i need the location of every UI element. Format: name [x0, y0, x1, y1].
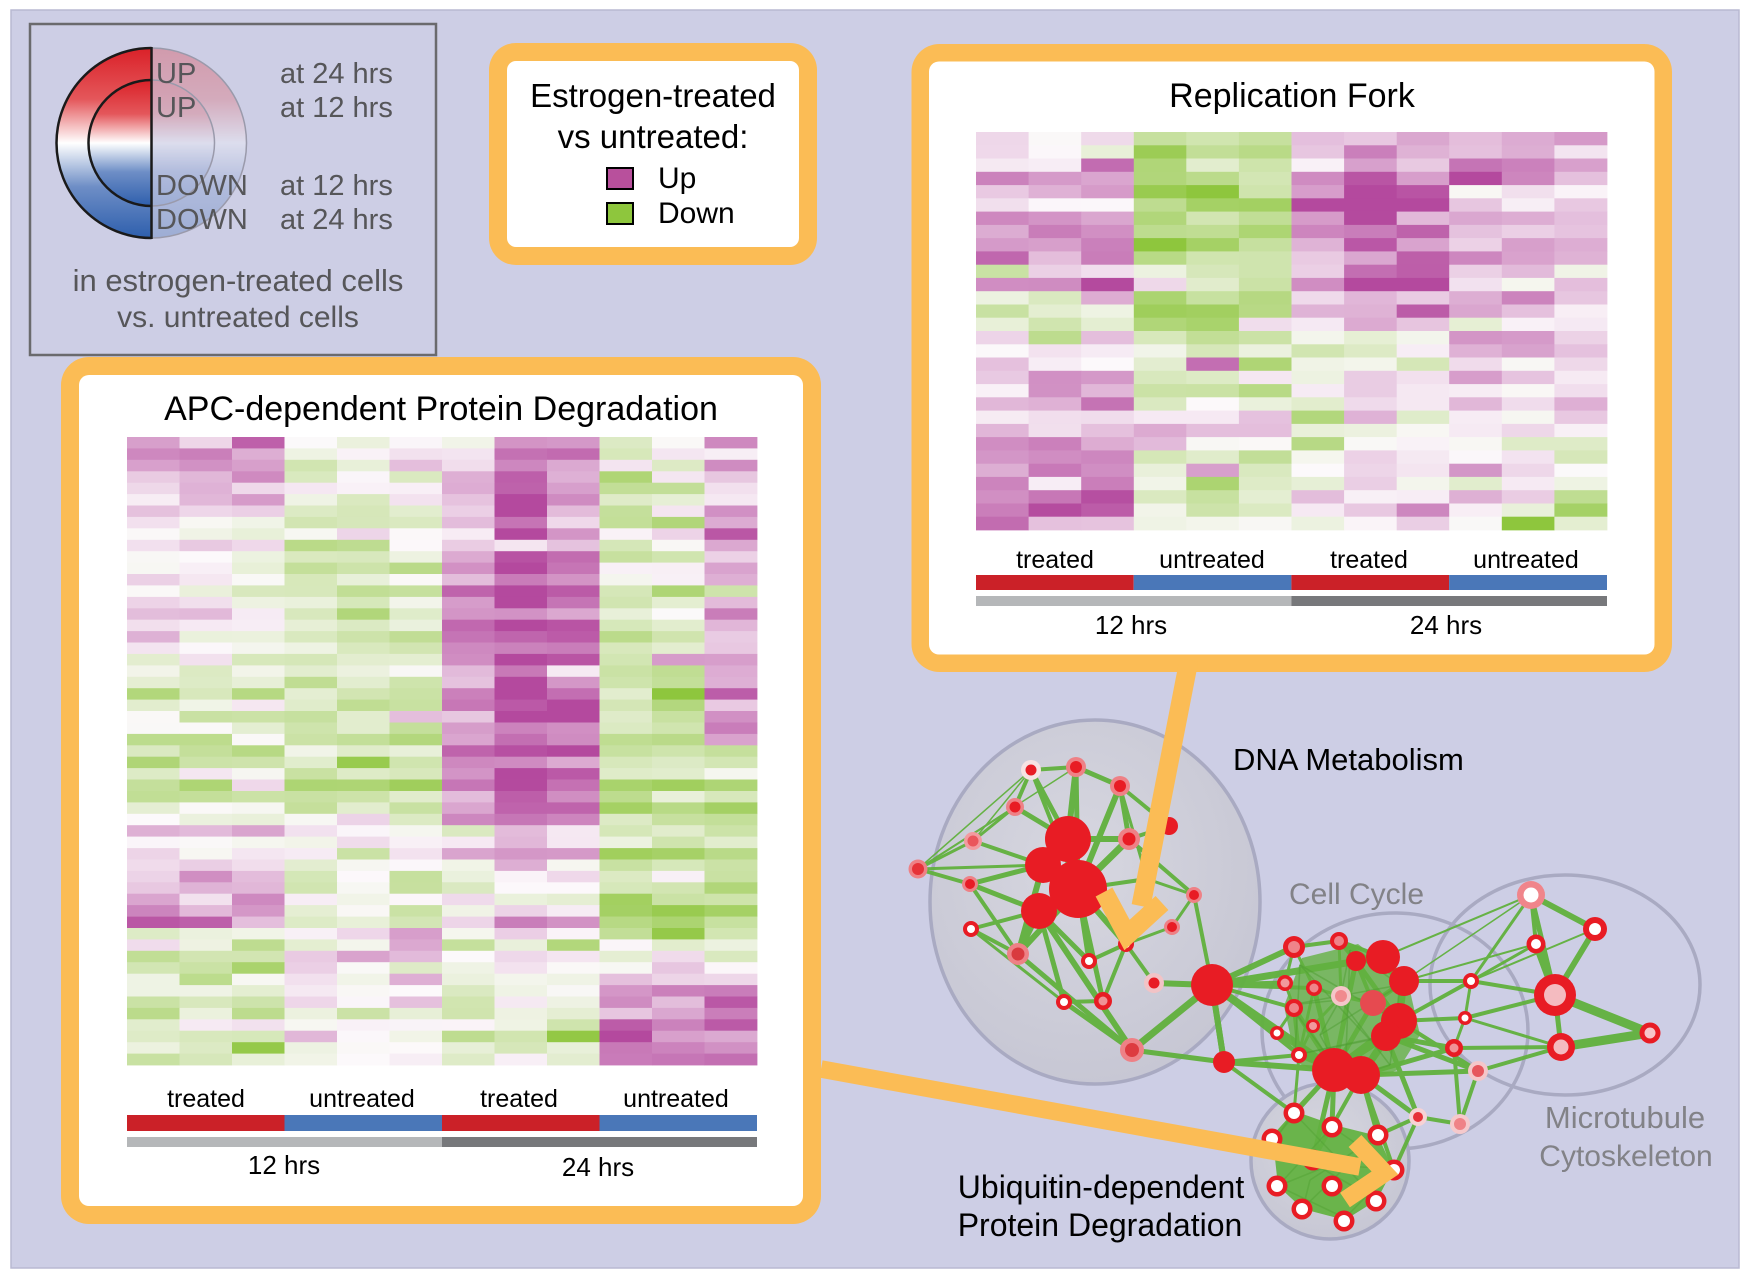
svg-text:DOWN: DOWN: [156, 170, 248, 202]
svg-text:24 hrs: 24 hrs: [1410, 610, 1482, 640]
svg-text:treated: treated: [167, 1085, 245, 1113]
svg-text:treated: treated: [1330, 546, 1408, 574]
svg-text:Cytoskeleton: Cytoskeleton: [1539, 1140, 1712, 1173]
svg-text:at 24 hrs: at 24 hrs: [280, 58, 393, 90]
svg-text:treated: treated: [480, 1085, 558, 1113]
svg-text:untreated: untreated: [1159, 546, 1265, 574]
svg-text:vs. untreated cells: vs. untreated cells: [117, 301, 359, 334]
svg-text:untreated: untreated: [1473, 546, 1579, 574]
svg-text:at 12 hrs: at 12 hrs: [280, 92, 393, 124]
svg-text:in estrogen-treated cells: in estrogen-treated cells: [73, 263, 404, 298]
svg-text:Protein Degradation: Protein Degradation: [958, 1207, 1243, 1243]
svg-text:Ubiquitin-dependent: Ubiquitin-dependent: [958, 1169, 1245, 1205]
svg-text:APC-dependent Protein Degradat: APC-dependent Protein Degradation: [164, 390, 718, 428]
svg-text:treated: treated: [1016, 546, 1094, 574]
svg-text:untreated: untreated: [623, 1085, 729, 1113]
svg-text:at 24 hrs: at 24 hrs: [280, 204, 393, 236]
svg-text:Up: Up: [658, 162, 696, 195]
svg-text:Down: Down: [658, 197, 735, 230]
svg-text:vs untreated:: vs untreated:: [558, 118, 749, 155]
svg-text:at 12 hrs: at 12 hrs: [280, 170, 393, 202]
svg-text:Estrogen-treated: Estrogen-treated: [530, 77, 776, 114]
svg-text:untreated: untreated: [309, 1085, 415, 1113]
svg-text:24 hrs: 24 hrs: [562, 1152, 634, 1182]
svg-text:12 hrs: 12 hrs: [248, 1150, 320, 1180]
svg-text:Cell Cycle: Cell Cycle: [1289, 878, 1424, 911]
svg-text:UP: UP: [156, 58, 196, 90]
svg-text:12 hrs: 12 hrs: [1095, 610, 1167, 640]
svg-text:DOWN: DOWN: [156, 204, 248, 236]
svg-text:UP: UP: [156, 92, 196, 124]
svg-text:DNA Metabolism: DNA Metabolism: [1233, 742, 1464, 777]
svg-text:Microtubule: Microtubule: [1545, 1100, 1705, 1135]
svg-text:Replication Fork: Replication Fork: [1169, 77, 1416, 115]
